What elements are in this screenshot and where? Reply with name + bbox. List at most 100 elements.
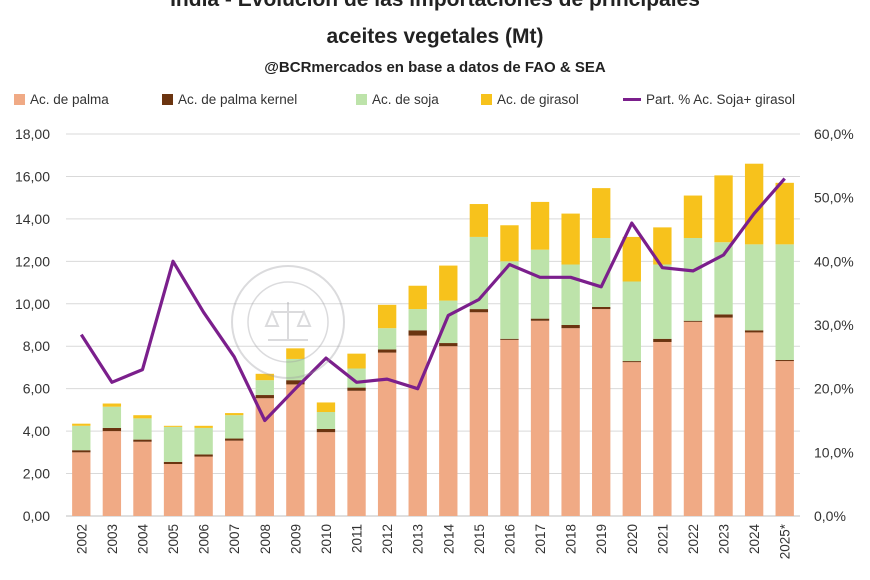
bar-segment <box>225 440 244 516</box>
bar-segment <box>133 441 152 516</box>
bar-segment <box>72 450 91 453</box>
bar-segment <box>377 328 397 350</box>
bar-segment <box>714 175 733 243</box>
legend-label-girasol: Ac. de girasol <box>497 92 579 107</box>
bar-segment <box>683 321 703 516</box>
bar-segment <box>775 360 794 362</box>
y-left-tick-label: 14,00 <box>15 211 50 227</box>
bar-segment <box>102 431 122 516</box>
bar-segment <box>255 398 274 516</box>
bar-segment <box>163 425 183 427</box>
bar-segment <box>225 415 244 439</box>
x-tick-label: 2008 <box>258 524 273 554</box>
bar-segment <box>225 413 244 416</box>
bar-segment <box>286 384 305 516</box>
bar-segment <box>469 312 489 516</box>
bar-segment <box>561 264 580 325</box>
y-right-tick-label: 20,0% <box>814 381 854 397</box>
y-left-tick-label: 0,00 <box>23 508 50 524</box>
legend-swatch-palma-kernel <box>162 94 173 105</box>
bar-segment <box>408 335 427 516</box>
bar-segment <box>408 330 427 336</box>
y-right-tick-label: 0,0% <box>814 508 846 524</box>
bar-segment <box>72 425 91 451</box>
bar-segment <box>255 380 274 396</box>
bar-segment <box>286 358 305 381</box>
bar-segment <box>530 318 550 321</box>
bar-segment <box>408 285 427 310</box>
bar-segment <box>683 320 703 322</box>
seal-watermark <box>231 265 345 379</box>
bar-segment <box>744 163 764 245</box>
y-left-tick-label: 8,00 <box>23 338 50 354</box>
bar-segment <box>561 328 580 516</box>
bar-segment <box>500 225 519 262</box>
bar-segment <box>622 236 641 282</box>
bar-segment <box>286 348 305 359</box>
y-right-tick-label: 30,0% <box>814 317 854 333</box>
y-right-tick-label: 60,0% <box>814 126 854 142</box>
bar-segment <box>439 265 458 301</box>
bar-segment <box>653 264 672 339</box>
bar-segment <box>653 338 672 342</box>
bar-segment <box>561 325 580 329</box>
legend-label-palma: Ac. de palma <box>30 92 109 107</box>
x-tick-label: 2005 <box>166 524 181 554</box>
x-tick-label: 2012 <box>380 524 395 554</box>
legend-label-palma-kernel: Ac. de palma kernel <box>178 92 298 107</box>
bar-segment <box>500 338 519 340</box>
bar-segment <box>653 341 672 516</box>
y-right-tick-label: 50,0% <box>814 190 854 206</box>
bar-segment <box>194 425 213 428</box>
x-tick-label: 2006 <box>197 524 212 554</box>
y-right-tick-label: 40,0% <box>814 253 854 269</box>
bar-segment <box>225 438 244 441</box>
legend-label-soja: Ac. de soja <box>372 92 439 107</box>
legend-item-girasol: Ac. de girasol <box>481 92 579 107</box>
y-right-tick-label: 10,0% <box>814 444 854 460</box>
bar-segment <box>72 423 91 426</box>
bar-segment <box>714 314 733 318</box>
bar-segment <box>714 317 733 516</box>
bar-segment <box>163 461 183 465</box>
bar-segment <box>530 249 550 319</box>
chart-title-line1: India - Evolución de las importaciones d… <box>0 0 870 12</box>
legend-item-soja: Ac. de soja <box>356 92 439 107</box>
legend-swatch-participacion <box>623 98 641 101</box>
x-tick-label: 2023 <box>717 524 732 554</box>
bar-segment <box>500 261 519 339</box>
legend-swatch-girasol <box>481 94 492 105</box>
bar-segment <box>133 415 152 419</box>
bar-segment <box>592 306 611 310</box>
bar-segment <box>194 427 213 455</box>
chart-legend: Ac. de palma Ac. de palma kernel Ac. de … <box>10 92 870 116</box>
bar-segment <box>163 426 183 462</box>
x-tick-label: 2010 <box>319 524 334 554</box>
bar-segment <box>744 244 764 331</box>
y-left-tick-label: 18,00 <box>15 126 50 142</box>
bar-segment <box>714 242 733 315</box>
bar-segment <box>102 403 122 407</box>
bar-segment <box>286 380 305 385</box>
x-tick-label: 2002 <box>74 524 89 554</box>
bar-segment <box>133 439 152 442</box>
bar-segment <box>377 304 397 329</box>
bar-segment <box>439 346 458 516</box>
bar-segment <box>622 361 641 363</box>
bar-segment <box>775 361 794 516</box>
bar-segment <box>744 330 764 333</box>
bar-segment <box>530 201 550 250</box>
x-tick-label: 2025* <box>778 523 793 559</box>
x-tick-label: 2009 <box>288 524 303 554</box>
x-tick-label: 2021 <box>655 524 670 554</box>
x-tick-label: 2004 <box>135 524 150 555</box>
x-tick-label: 2019 <box>594 524 609 554</box>
x-tick-label: 2017 <box>533 524 548 554</box>
bar-segment <box>377 352 397 516</box>
x-tick-label: 2011 <box>350 524 365 553</box>
line-participacion <box>79 177 786 423</box>
y-left-tick-label: 2,00 <box>23 466 50 482</box>
legend-label-participacion: Part. % Ac. Soja+ girasol <box>646 92 795 107</box>
legend-item-palma-kernel: Ac. de palma kernel <box>162 92 297 107</box>
bar-segment <box>163 464 183 516</box>
